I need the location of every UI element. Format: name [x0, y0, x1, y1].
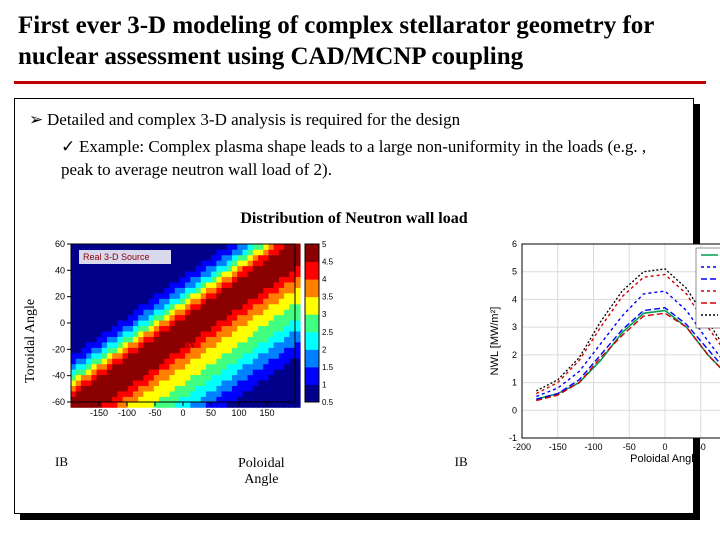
- svg-text:100: 100: [231, 408, 246, 418]
- svg-text:-20: -20: [52, 344, 65, 354]
- svg-text:0: 0: [180, 408, 185, 418]
- svg-text:1.5: 1.5: [322, 363, 334, 372]
- svg-text:-150: -150: [548, 442, 566, 452]
- svg-text:0: 0: [60, 318, 65, 328]
- svg-text:50: 50: [206, 408, 216, 418]
- svg-text:3: 3: [322, 310, 327, 319]
- svg-text:60: 60: [55, 239, 65, 249]
- ib-label-left: IB: [55, 454, 68, 488]
- svg-text:1: 1: [322, 380, 327, 389]
- check-icon: ✓: [61, 136, 79, 159]
- svg-text:4: 4: [512, 294, 517, 304]
- slide-title-block: First ever 3-D modeling of complex stell…: [0, 0, 720, 77]
- svg-text:3: 3: [512, 322, 517, 332]
- svg-text:2: 2: [322, 345, 327, 354]
- heatmap-ylabel: Toroidal Angle: [23, 299, 39, 383]
- svg-text:-200: -200: [513, 442, 531, 452]
- svg-text:max: max: [175, 338, 196, 350]
- svg-text:5: 5: [512, 267, 517, 277]
- svg-text:40: 40: [55, 265, 65, 275]
- bullet-sub-text: Example: Complex plasma shape leads to a…: [61, 137, 646, 179]
- svg-text:4.5: 4.5: [322, 257, 334, 266]
- ib-labels-row: IB Poloidal Angle IB: [35, 454, 468, 488]
- heatmap-chart: Real 3-D SourceXmax-150-100-50050100150-…: [35, 236, 335, 426]
- linechart-wrap: -200-150-100-50050100150200-10123456Polo…: [486, 236, 720, 466]
- svg-text:-50: -50: [622, 442, 635, 452]
- distribution-title: Distribution of Neutron wall load: [29, 210, 679, 228]
- content-frame: ➢Detailed and complex 3-D analysis is re…: [14, 98, 694, 514]
- line-chart: -200-150-100-50050100150200-10123456Polo…: [486, 236, 720, 466]
- svg-text:Poloidal Angle: Poloidal Angle: [630, 453, 700, 465]
- svg-text:-100: -100: [118, 408, 136, 418]
- svg-text:20: 20: [55, 291, 65, 301]
- svg-text:-150: -150: [90, 408, 108, 418]
- svg-text:2.5: 2.5: [322, 328, 334, 337]
- bullet-root-text: Detailed and complex 3-D analysis is req…: [47, 110, 460, 129]
- heatmap-wrap: Toroidal Angle Real 3-D SourceXmax-150-1…: [35, 236, 335, 446]
- svg-text:-40: -40: [52, 370, 65, 380]
- title-underline: [14, 81, 706, 84]
- svg-text:-60: -60: [52, 397, 65, 407]
- charts-row: Toroidal Angle Real 3-D SourceXmax-150-1…: [29, 236, 679, 488]
- slide-title: First ever 3-D modeling of complex stell…: [18, 10, 702, 73]
- svg-text:0: 0: [512, 405, 517, 415]
- svg-text:-1: -1: [509, 433, 517, 443]
- svg-text:NWL [MW/m²]: NWL [MW/m²]: [489, 306, 501, 375]
- arrow-icon: ➢: [29, 109, 47, 132]
- svg-text:0: 0: [662, 442, 667, 452]
- svg-text:0.5: 0.5: [322, 398, 334, 407]
- svg-text:2: 2: [512, 350, 517, 360]
- heatmap-xlabel: Poloidal Angle: [238, 456, 285, 488]
- left-chart-col: Toroidal Angle Real 3-D SourceXmax-150-1…: [35, 236, 468, 488]
- svg-text:-100: -100: [584, 442, 602, 452]
- svg-text:-50: -50: [148, 408, 161, 418]
- ib-label-right: IB: [455, 454, 468, 488]
- svg-text:1: 1: [512, 377, 517, 387]
- svg-text:50: 50: [695, 442, 705, 452]
- svg-text:4: 4: [322, 275, 327, 284]
- svg-text:150: 150: [259, 408, 274, 418]
- bullet-root: ➢Detailed and complex 3-D analysis is re…: [29, 109, 679, 132]
- svg-text:5: 5: [322, 240, 327, 249]
- svg-text:X: X: [183, 322, 193, 337]
- bullet-sub: ✓Example: Complex plasma shape leads to …: [29, 136, 679, 182]
- svg-text:6: 6: [512, 239, 517, 249]
- svg-text:3.5: 3.5: [322, 292, 334, 301]
- svg-text:Real 3-D Source: Real 3-D Source: [83, 252, 150, 262]
